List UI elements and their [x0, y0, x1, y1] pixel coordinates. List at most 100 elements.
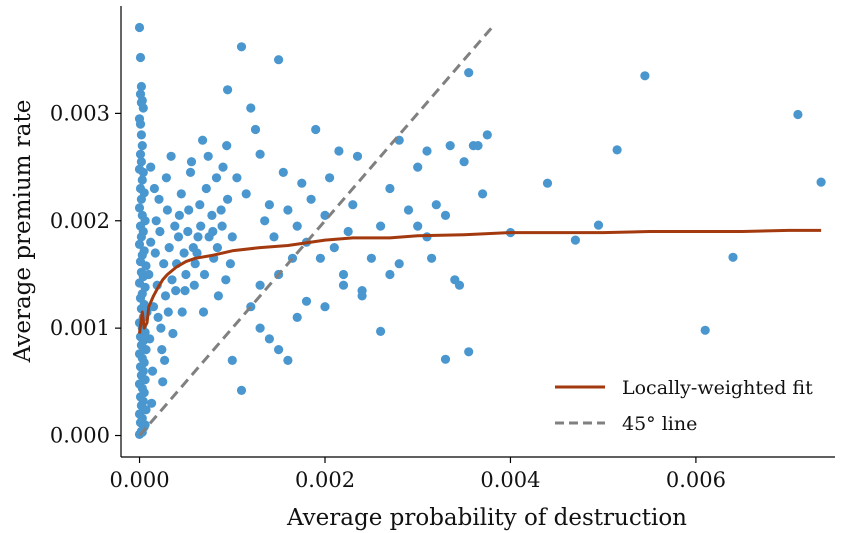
scatter-point — [542, 178, 553, 188]
scatter-point — [156, 323, 166, 333]
scatter-point — [216, 205, 226, 215]
scatter-point — [413, 162, 423, 172]
scatter-point — [464, 68, 474, 78]
scatter-point — [241, 189, 251, 199]
scatter-point — [217, 221, 227, 231]
scatter-point — [274, 55, 284, 65]
diagonal-45-line — [138, 26, 494, 437]
scatter-point — [320, 302, 330, 312]
scatter-point — [250, 124, 261, 135]
scatter-point — [357, 291, 367, 301]
scatter-point — [403, 205, 414, 215]
scatter-point — [343, 226, 353, 237]
scatter-point — [325, 173, 335, 183]
scatter-point — [134, 22, 145, 33]
scatter-point — [141, 405, 151, 415]
scatter-point — [292, 312, 302, 322]
scatter-point — [366, 253, 376, 263]
legend-fit-label: Locally-weighted fit — [622, 377, 813, 399]
scatter-point — [213, 291, 223, 301]
scatter-point — [174, 210, 184, 220]
scatter-point — [138, 167, 148, 177]
scatter-point — [255, 280, 265, 290]
scatter-point — [160, 291, 171, 301]
scatter-point — [186, 157, 197, 167]
scatter-point — [153, 312, 163, 322]
scatter-point — [185, 167, 196, 177]
scatter-point — [140, 420, 150, 430]
scatter-point — [145, 334, 155, 344]
scatter-point — [184, 205, 194, 215]
scatter-point — [189, 280, 199, 290]
scatter-point — [196, 221, 206, 231]
y-tick-label: 0.001 — [50, 316, 110, 340]
scatter-point — [150, 248, 160, 258]
scatter-point — [440, 354, 451, 364]
scatter-point — [168, 328, 178, 339]
scatter-point — [227, 232, 237, 242]
scatter-point — [473, 141, 483, 151]
scatter-point — [138, 103, 148, 113]
scatter-point — [179, 248, 189, 258]
scatter-point — [173, 232, 184, 242]
scatter-point — [136, 81, 146, 92]
scatter-point — [422, 146, 432, 156]
scatter-point — [440, 210, 451, 220]
scatter-point — [593, 220, 604, 230]
scatter-point — [218, 162, 228, 172]
scatter-point — [570, 235, 581, 245]
scatter-point — [311, 124, 321, 135]
scatter-point — [208, 226, 218, 237]
y-tick-label: 0.000 — [50, 424, 110, 448]
scatter-point — [427, 253, 437, 263]
scatter-point — [198, 307, 209, 317]
scatter-point — [171, 286, 181, 296]
scatter-point — [180, 286, 190, 296]
lines-layer — [138, 26, 822, 437]
scatter-point — [144, 269, 154, 280]
scatter-point — [160, 355, 170, 365]
scatter-point — [158, 377, 168, 387]
scatter-point — [190, 259, 200, 269]
scatter-point — [134, 239, 145, 249]
scatter-point — [207, 210, 217, 220]
scatter-point — [640, 71, 650, 81]
y-tick-label: 0.002 — [50, 209, 110, 233]
scatter-point — [413, 221, 423, 231]
scatter-point — [151, 216, 161, 226]
scatter-point — [164, 243, 174, 253]
scatter-point — [793, 109, 803, 120]
scatter-point — [338, 280, 349, 290]
scatter-point — [482, 130, 492, 140]
scatter-point — [445, 141, 455, 151]
scatter-point — [183, 226, 193, 237]
scatter-point — [162, 205, 172, 215]
scatter-point — [334, 146, 344, 156]
x-axis-title: Average probability of destruction — [286, 505, 687, 531]
scatter-point — [154, 194, 164, 204]
scatter-point — [223, 194, 233, 204]
scatter-point — [136, 157, 146, 167]
scatter-point — [283, 355, 293, 365]
scatter-point — [147, 398, 157, 408]
scatter-point — [728, 252, 738, 262]
scatter-point — [170, 221, 180, 231]
scatter-point — [225, 259, 235, 269]
scatter-point — [227, 355, 237, 365]
legend-diagonal-label: 45° line — [622, 413, 697, 435]
scatter-point — [201, 183, 211, 194]
scatter-point — [137, 141, 147, 151]
scatter-point — [161, 173, 171, 183]
scatter-point — [163, 307, 173, 317]
scatter-point — [149, 183, 159, 194]
scatter-point — [136, 232, 146, 242]
scatter-point — [177, 307, 187, 317]
scatter-point — [203, 151, 213, 161]
scatter-point — [141, 345, 151, 355]
scatter-point — [816, 177, 826, 187]
scatter-point — [135, 119, 146, 129]
scatter-point — [292, 221, 302, 231]
scatter-point — [181, 269, 191, 280]
scatter-point — [136, 194, 146, 204]
